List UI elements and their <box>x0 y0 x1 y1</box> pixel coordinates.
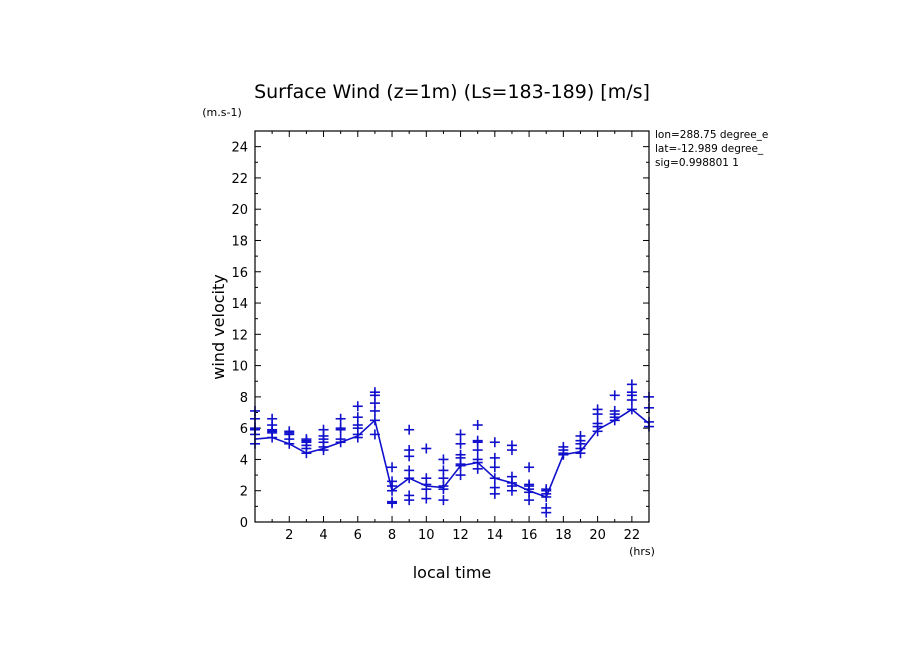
sample-point-20-4 <box>592 404 603 415</box>
sample-point-20-2 <box>592 418 603 429</box>
mean-wind-line <box>254 408 650 498</box>
sample-point-6-4 <box>352 412 363 423</box>
sample-point-7-0 <box>369 429 380 440</box>
sample-point-9-6 <box>404 424 415 435</box>
sample-point-15-5 <box>506 440 517 451</box>
sample-point-12-0 <box>455 470 466 481</box>
sample-point-2-4 <box>284 426 295 437</box>
y-tick-label-2: 4 <box>240 453 248 468</box>
sample-point-1-5 <box>267 413 278 424</box>
x-tick-label-7: 16 <box>521 528 538 543</box>
x-tick-label-1: 4 <box>319 528 327 543</box>
sample-point-21-3 <box>609 405 620 416</box>
sample-point-14-3 <box>489 462 500 473</box>
sample-point-14-1 <box>489 482 500 493</box>
info-lat: lat=-12.989 degree_ <box>655 143 764 155</box>
y-tick-label-11: 22 <box>231 172 248 187</box>
y-tick-label-5: 10 <box>231 360 248 375</box>
sample-point-14-2 <box>489 473 500 484</box>
sample-point-5-3 <box>335 423 346 434</box>
sample-point-15-3 <box>506 471 517 482</box>
sample-point-22-0 <box>626 404 637 415</box>
sample-point-13-6 <box>472 420 483 431</box>
y-unit-label: (m.s-1) <box>202 106 242 119</box>
sample-point-13-2 <box>472 454 483 465</box>
info-lon: lon=288.75 degree_e <box>655 129 768 141</box>
y-axis-label: wind velocity <box>209 274 228 379</box>
x-axis-label: local time <box>413 563 492 582</box>
sample-point-12-6 <box>455 429 466 440</box>
y-tick-label-7: 14 <box>231 297 248 312</box>
x-tick-label-3: 8 <box>388 528 396 543</box>
sample-point-4-5 <box>318 424 329 435</box>
sample-point-11-4 <box>438 465 449 476</box>
sample-point-16-5 <box>524 462 535 473</box>
plot-frame <box>254 130 650 523</box>
sample-point-14-4 <box>489 452 500 463</box>
y-tick-label-8: 16 <box>231 266 248 281</box>
sample-point-7-5 <box>369 387 380 398</box>
info-sig: sig=0.998801 1 <box>655 157 739 169</box>
sample-point-3-5 <box>301 434 312 445</box>
sample-point-12-5 <box>455 438 466 449</box>
x-tick-label-4: 10 <box>418 528 435 543</box>
sample-point-18-3 <box>558 441 569 452</box>
x-tick-label-10: 22 <box>624 528 641 543</box>
sample-point-8-5 <box>387 462 398 473</box>
y-tick-label-1: 2 <box>240 485 248 500</box>
sample-point-9-1 <box>404 490 415 501</box>
sample-point-17-5 <box>541 484 552 495</box>
data-marks <box>250 379 654 518</box>
sample-point-22-4 <box>626 379 637 390</box>
sample-point-5-4 <box>335 413 346 424</box>
sample-point-11-5 <box>438 454 449 465</box>
x-tick-label-9: 20 <box>589 528 606 543</box>
sample-point-14-5 <box>489 437 500 448</box>
sample-point-16-4 <box>524 479 535 490</box>
chart-title: Surface Wind (z=1m) (Ls=183-189) [m/s] <box>254 81 650 103</box>
x-tick-label-8: 18 <box>555 528 572 543</box>
x-unit-label: (hrs) <box>629 545 655 558</box>
y-tick-label-10: 20 <box>231 203 248 218</box>
x-tick-label-6: 14 <box>487 528 504 543</box>
sample-point-5-1 <box>335 434 346 445</box>
sample-point-7-1 <box>369 415 380 426</box>
sample-point-9-3 <box>404 465 415 476</box>
sample-point-11-0 <box>438 495 449 506</box>
y-tick-label-0: 0 <box>240 516 248 531</box>
sample-point-21-4 <box>609 390 620 401</box>
sample-point-10-0 <box>421 493 432 504</box>
y-tick-label-9: 18 <box>231 234 248 249</box>
sample-point-10-3 <box>421 473 432 484</box>
sample-point-9-5 <box>404 445 415 456</box>
x-tick-label-0: 2 <box>285 528 293 543</box>
sample-point-10-4 <box>421 443 432 454</box>
info-clip-mask <box>780 126 904 174</box>
x-tick-label-2: 6 <box>354 528 362 543</box>
sample-point-19-4 <box>575 430 586 441</box>
y-tick-label-6: 12 <box>231 328 248 343</box>
sample-point-17-1 <box>541 502 552 513</box>
x-tick-label-5: 12 <box>452 528 469 543</box>
sample-point-13-5 <box>472 435 483 446</box>
sample-point-6-5 <box>352 401 363 412</box>
y-tick-label-4: 8 <box>240 391 248 406</box>
sample-point-8-4 <box>387 476 398 487</box>
y-tick-label-12: 24 <box>231 141 248 156</box>
y-tick-label-3: 6 <box>240 422 248 437</box>
sample-point-8-1 <box>387 496 398 507</box>
sample-point-12-4 <box>455 449 466 460</box>
